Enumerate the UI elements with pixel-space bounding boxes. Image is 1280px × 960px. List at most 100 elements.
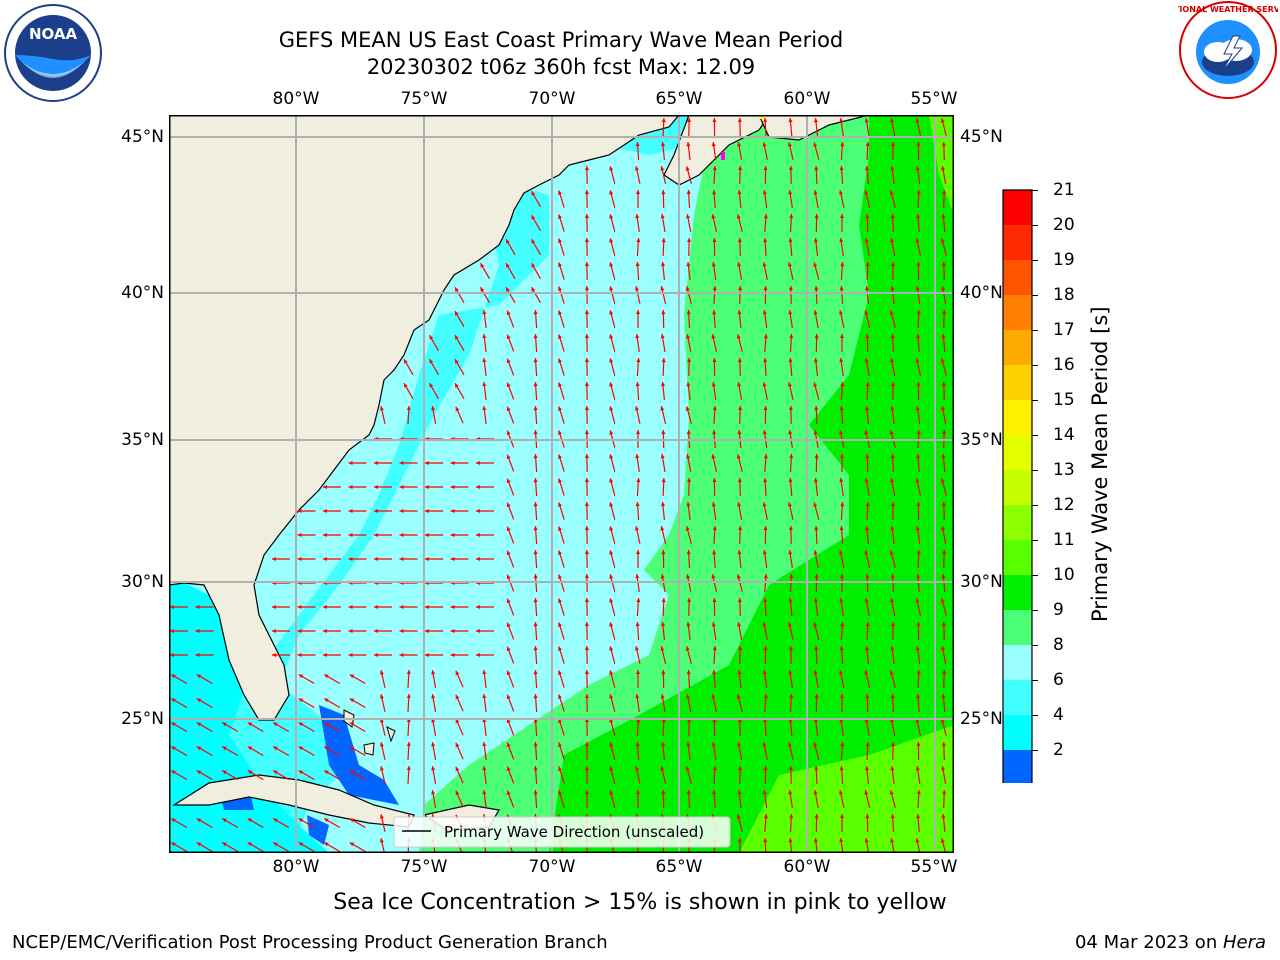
wave-arrow-head: [686, 790, 691, 795]
wave-arrow-head: [273, 770, 278, 775]
wave-arrow-head: [506, 430, 511, 435]
wave-arrow-head: [941, 694, 946, 699]
wave-arrow-head: [506, 239, 510, 244]
wave-arrow-head: [814, 166, 819, 171]
nws-logo: NATIONAL WEATHER SERVICE: [1178, 1, 1278, 99]
wave-arrow-head: [865, 382, 870, 387]
wave-arrow-head: [660, 454, 665, 459]
wave-arrow-head: [889, 790, 894, 795]
colorbar-label: Primary Wave Mean Period [s]: [1088, 306, 1112, 622]
wave-arrow-head: [890, 646, 895, 651]
wave-arrow-head: [839, 478, 844, 483]
wave-arrow-head: [737, 670, 742, 675]
wave-arrow-head: [533, 550, 538, 555]
tick-left-45n: 45°N: [121, 127, 164, 147]
wave-arrow-head: [431, 694, 436, 699]
wave-arrow-head: [736, 814, 741, 819]
wave-arrow-head: [711, 334, 716, 339]
wave-arrow-head: [915, 766, 920, 771]
wave-arrow-head: [738, 766, 743, 771]
wave-arrow-head: [558, 694, 562, 699]
wave-arrow-head: [685, 286, 690, 291]
wave-arrow-head: [661, 550, 666, 555]
wave-arrow-head: [584, 286, 589, 290]
wave-arrow-head: [916, 382, 921, 386]
wave-arrow-head: [349, 746, 355, 751]
wave-arrow-head: [789, 694, 794, 699]
wave-arrow-head: [763, 454, 768, 459]
wave-arrow-head: [431, 670, 436, 675]
wave-arrow-head: [814, 574, 819, 579]
colorbar-bin: [1003, 295, 1032, 330]
wave-arrow-head: [813, 262, 818, 267]
wave-arrow-head: [814, 454, 819, 459]
colorbar-tick-mark: [1032, 505, 1038, 506]
wave-arrow-head: [506, 694, 511, 699]
wave-arrow-head: [711, 502, 716, 507]
wave-arrow-head: [840, 622, 845, 627]
wave-arrow-head: [506, 334, 511, 339]
wave-arrow-head: [813, 838, 818, 843]
noaa-logo-text: NOAA: [29, 25, 78, 43]
wave-arrow-head: [272, 557, 276, 561]
wave-arrow-head: [763, 166, 768, 170]
wave-arrow-head: [762, 622, 767, 627]
wave-arrow-head: [247, 770, 253, 775]
wave-arrow-head: [247, 842, 253, 847]
colorbar-tick-label: 20: [1053, 215, 1075, 235]
wave-arrow-head: [558, 550, 562, 555]
wave-arrow-head: [737, 358, 742, 363]
wave-arrow-head: [736, 574, 741, 579]
wave-arrow-head: [533, 646, 538, 651]
wave-arrow-head: [297, 557, 302, 561]
colorbar-tick-mark: [1032, 715, 1038, 716]
wave-arrow-head: [941, 454, 946, 459]
wave-arrow-head: [840, 742, 845, 747]
wave-arrow-head: [399, 461, 404, 465]
wave-arrow-head: [942, 190, 947, 195]
wave-arrow-head: [865, 742, 870, 747]
wave-arrow-head: [374, 557, 378, 561]
wave-arrow-head: [711, 574, 716, 579]
wave-arrow-head: [865, 142, 870, 147]
wave-arrow-head: [635, 262, 640, 267]
wave-arrow-head: [839, 790, 843, 795]
wave-arrow-head: [890, 766, 895, 771]
footer-credit: NCEP/EMC/Verification Post Processing Pr…: [12, 932, 608, 953]
colorbar-tick-mark: [1032, 470, 1038, 471]
wave-arrow-head: [661, 622, 666, 627]
wave-arrow-head: [635, 406, 639, 411]
footer-date: 04 Mar 2023 on Hera: [1075, 932, 1266, 953]
wave-arrow-head: [763, 718, 768, 723]
colorbar-tick-label: 19: [1053, 250, 1075, 270]
wave-arrow-head: [636, 358, 641, 363]
nws-logo-text: NATIONAL WEATHER SERVICE: [1178, 5, 1278, 14]
wave-arrow-head: [482, 742, 487, 747]
wave-arrow-head: [788, 406, 793, 410]
wave-arrow-head: [506, 790, 511, 795]
wave-arrow-head: [891, 262, 896, 266]
wave-arrow-head: [609, 742, 614, 747]
wave-arrow-head: [222, 722, 227, 727]
wave-arrow-head: [813, 142, 818, 147]
colorbar-bin: [1003, 260, 1032, 295]
wave-arrow-head: [941, 622, 946, 627]
wave-arrow-head: [916, 814, 921, 819]
wave-arrow-head: [506, 550, 511, 555]
wave-arrow-head: [813, 238, 818, 243]
wave-arrow-head: [476, 629, 480, 633]
wave-arrow-head: [762, 430, 767, 435]
wave-arrow-head: [736, 334, 741, 339]
wave-arrow-head: [609, 238, 614, 243]
wave-arrow-head: [450, 557, 455, 561]
wave-arrow-head: [840, 694, 844, 698]
wave-arrow-head: [840, 382, 845, 387]
wave-arrow-head: [661, 262, 666, 267]
wave-arrow-head: [942, 310, 947, 315]
wave-arrow-head: [196, 842, 202, 847]
tick-top-55w: 55°W: [910, 89, 958, 109]
wave-arrow-head: [533, 358, 538, 363]
wave-arrow-head: [455, 383, 459, 388]
wave-arrow-head: [506, 622, 511, 627]
wave-arrow-head: [455, 359, 459, 364]
